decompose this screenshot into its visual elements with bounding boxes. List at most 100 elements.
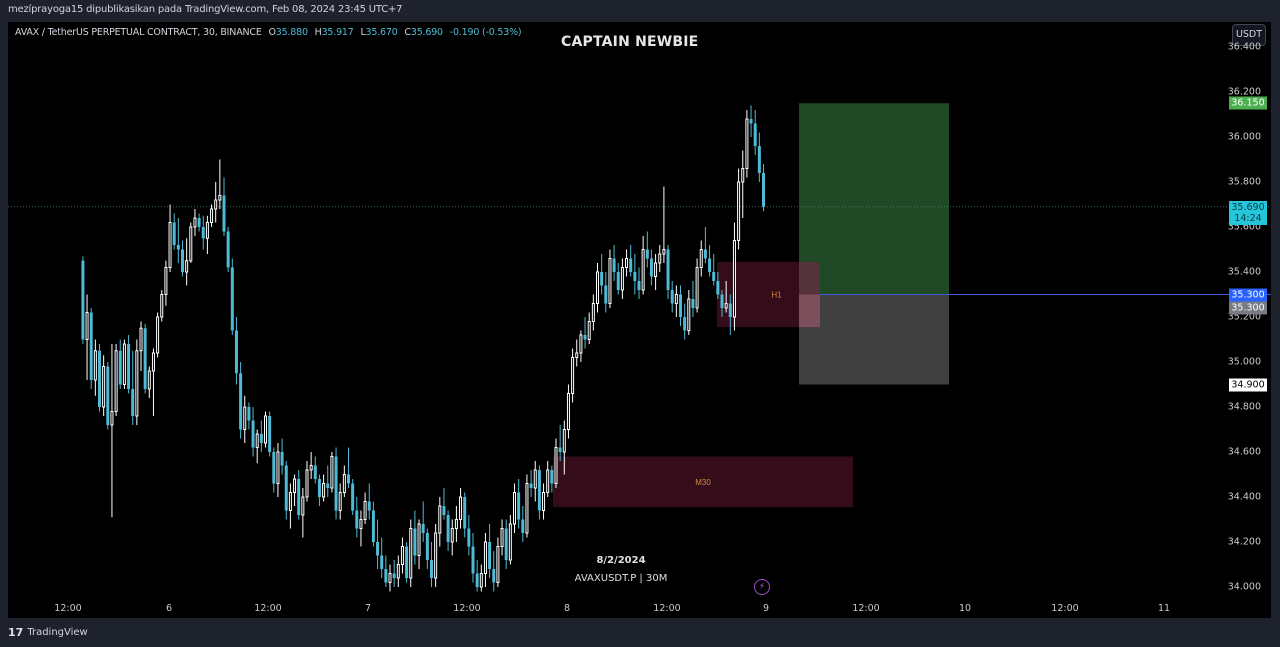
candle xyxy=(757,132,761,182)
price-tick: 35.000 xyxy=(1227,356,1261,368)
candle xyxy=(737,168,741,250)
candle xyxy=(533,461,537,502)
candle xyxy=(683,303,687,340)
open-value: 35.880 xyxy=(275,27,308,38)
price-tick: 34.800 xyxy=(1227,401,1261,413)
currency-button[interactable]: USDT xyxy=(1232,24,1266,46)
candle xyxy=(620,258,624,299)
time-tick: 12:00 xyxy=(653,603,681,614)
symbol-legend: AVAX / TetherUS PERPETUAL CONTRACT, 30, … xyxy=(15,27,522,38)
candle xyxy=(741,150,745,218)
watermark-date: 8/2/2024 xyxy=(596,555,646,566)
candle xyxy=(413,510,417,565)
candle xyxy=(662,186,666,263)
candle xyxy=(587,312,591,344)
time-tick: 7 xyxy=(364,603,372,614)
candle xyxy=(438,497,442,547)
candle xyxy=(417,519,421,569)
candle xyxy=(558,425,562,461)
candle xyxy=(496,537,500,587)
candle xyxy=(222,177,226,236)
order-block-m30[interactable] xyxy=(553,456,853,508)
candle xyxy=(247,402,251,430)
candle xyxy=(135,339,139,425)
price-tick: 34.200 xyxy=(1227,536,1261,548)
price-tick: 35.600 xyxy=(1227,221,1261,233)
candle xyxy=(459,488,463,529)
candle xyxy=(712,254,716,286)
candle xyxy=(508,515,512,565)
candle xyxy=(645,231,649,268)
time-tick: 8 xyxy=(563,603,571,614)
candle xyxy=(131,350,135,425)
price-tick: 35.200 xyxy=(1227,311,1261,323)
candle xyxy=(168,204,172,272)
candle xyxy=(189,222,193,263)
candle xyxy=(338,483,342,520)
chart-panel[interactable]: H1 M30 AVAX / TetherUS PERPETUAL CONTRACT… xyxy=(8,22,1271,618)
candle xyxy=(239,362,243,439)
candle xyxy=(442,488,446,520)
candle xyxy=(724,281,728,313)
time-tick: 6 xyxy=(165,603,173,614)
candlestick-plot[interactable]: H1 M30 xyxy=(8,22,1271,618)
candle xyxy=(699,240,703,277)
price-tick: 34.400 xyxy=(1227,491,1261,503)
candle xyxy=(745,110,749,178)
stop-zone[interactable] xyxy=(799,294,949,385)
time-tick: 12:00 xyxy=(453,603,481,614)
candle xyxy=(376,519,380,569)
price-tick: 34.600 xyxy=(1227,446,1261,458)
target-zone[interactable] xyxy=(799,103,949,295)
candle xyxy=(143,323,147,394)
time-tick: 12:00 xyxy=(1051,603,1079,614)
candle xyxy=(243,395,247,443)
price-tick: 35.800 xyxy=(1227,176,1261,188)
candle xyxy=(629,245,633,277)
price-label-entry: 35.300 xyxy=(1229,288,1267,301)
candle xyxy=(293,474,297,506)
candle xyxy=(430,542,433,587)
candle xyxy=(218,159,222,209)
time-tick: 12:00 xyxy=(54,603,82,614)
candle xyxy=(762,164,765,212)
candle xyxy=(529,470,533,497)
close-value: 35.690 xyxy=(410,27,443,38)
candle xyxy=(176,218,180,263)
candle xyxy=(400,537,404,574)
candle xyxy=(666,245,670,299)
candle xyxy=(695,258,699,313)
candle xyxy=(110,344,114,518)
candle xyxy=(114,344,118,416)
zone-label: H1 xyxy=(771,291,782,300)
tradingview-logo-icon: 17 xyxy=(8,626,24,639)
candle xyxy=(164,260,168,306)
lightning-icon[interactable]: ⚡ xyxy=(754,579,770,595)
candle xyxy=(380,537,384,578)
candle xyxy=(471,533,475,583)
candle xyxy=(205,215,209,254)
candle xyxy=(234,317,238,385)
candle xyxy=(708,245,712,277)
candle xyxy=(371,501,375,547)
candle xyxy=(562,420,566,475)
candle xyxy=(151,348,155,416)
candle xyxy=(330,452,334,493)
candle xyxy=(550,465,554,493)
price-tick: 35.400 xyxy=(1227,266,1261,278)
candle xyxy=(160,290,164,322)
candle xyxy=(276,443,280,497)
candle xyxy=(732,222,736,331)
candle xyxy=(674,285,678,317)
candle xyxy=(579,330,583,362)
candle xyxy=(301,488,305,538)
candle xyxy=(691,281,695,317)
candle xyxy=(488,524,492,578)
candle xyxy=(537,465,541,520)
low-value: 35.670 xyxy=(365,27,398,38)
time-tick: 12:00 xyxy=(254,603,282,614)
candle xyxy=(405,542,409,583)
candle xyxy=(185,238,189,286)
candle xyxy=(259,420,263,452)
candle xyxy=(687,290,691,335)
